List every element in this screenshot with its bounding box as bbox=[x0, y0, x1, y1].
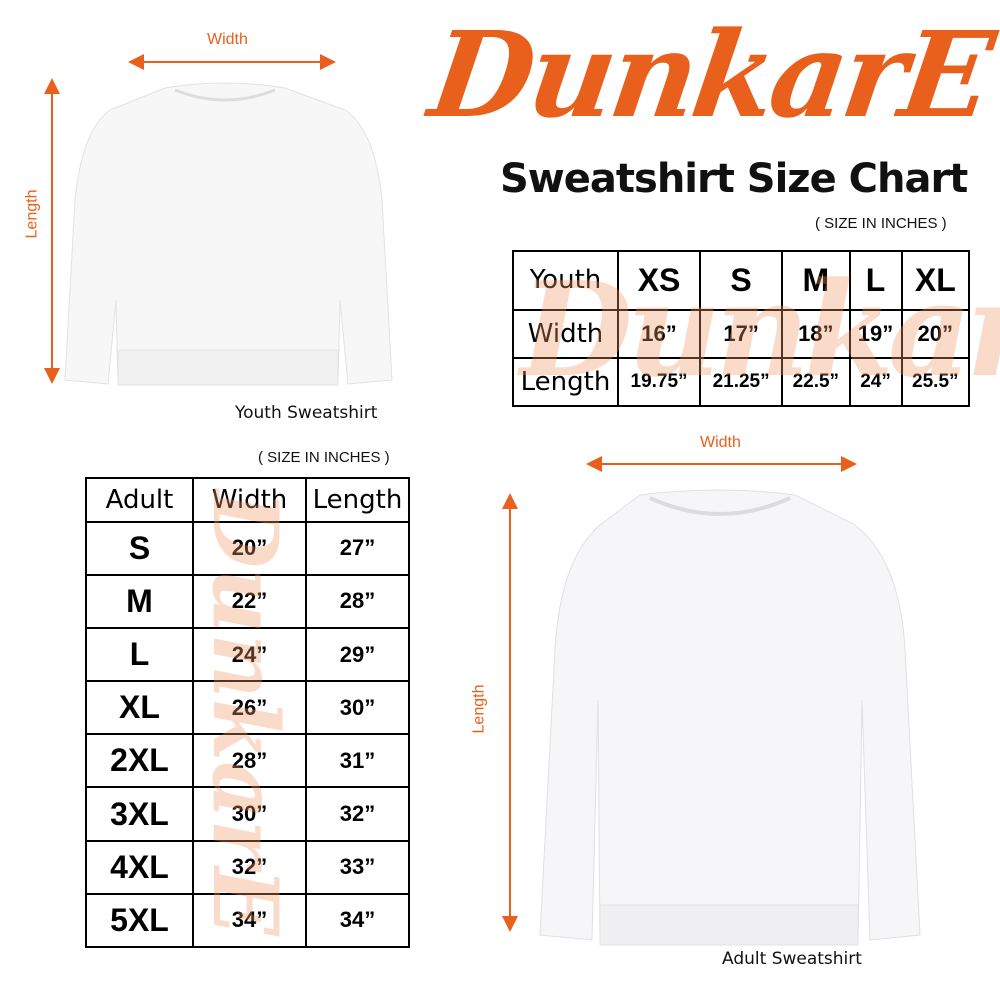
table-cell: 29” bbox=[305, 626, 410, 683]
youth-width-label: Width bbox=[207, 31, 248, 48]
youth-sweatshirt-image bbox=[64, 82, 393, 386]
table-header-cell: M bbox=[781, 250, 851, 311]
table-row: S 20” 27” bbox=[85, 520, 410, 576]
table-cell: 32” bbox=[192, 839, 307, 895]
table-cell: 16” bbox=[616, 308, 702, 359]
table-cell: 22.5” bbox=[781, 356, 851, 408]
table-row: XL 26” 30” bbox=[85, 680, 410, 736]
table-cell: Width bbox=[512, 308, 619, 359]
table-row: L 24” 29” bbox=[85, 626, 410, 683]
table-cell: 26” bbox=[192, 680, 307, 736]
youth-size-note: ( SIZE IN INCHES ) bbox=[815, 215, 947, 232]
table-row: 3XL 30” 32” bbox=[85, 786, 410, 842]
adult-caption: Adult Sweatshirt bbox=[722, 949, 862, 969]
youth-caption: Youth Sweatshirt bbox=[235, 403, 378, 423]
table-cell: 33” bbox=[305, 839, 410, 895]
table-cell: 28” bbox=[192, 733, 307, 789]
table-cell: 2XL bbox=[85, 733, 194, 789]
table-cell: 30” bbox=[192, 786, 307, 842]
table-cell: Length bbox=[512, 356, 619, 408]
adult-width-label: Width bbox=[700, 434, 741, 451]
table-header-cell: Adult bbox=[85, 477, 194, 523]
table-cell: 32” bbox=[305, 786, 410, 842]
adult-size-table: Adult Width Length S 20” 27” M 22” 28” L 24” 29”… bbox=[85, 477, 410, 949]
table-cell: XL bbox=[85, 680, 194, 736]
table-cell: 20” bbox=[192, 520, 307, 576]
table-cell: 34” bbox=[305, 892, 410, 949]
table-cell: 3XL bbox=[85, 786, 194, 842]
table-header-cell: Length bbox=[305, 477, 410, 523]
table-row: Width 16” 17” 18” 19” 20” bbox=[512, 308, 971, 359]
table-cell: 25.5” bbox=[900, 356, 971, 408]
table-cell: 20” bbox=[900, 308, 971, 359]
table-cell: 22” bbox=[192, 573, 307, 629]
youth-length-label: Length bbox=[23, 189, 41, 239]
table-row: 2XL 28” 31” bbox=[85, 733, 410, 789]
table-row: Youth XS S M L XL bbox=[512, 250, 971, 311]
table-cell: 31” bbox=[305, 733, 410, 789]
adult-size-note: ( SIZE IN INCHES ) bbox=[258, 449, 390, 466]
table-cell: 27” bbox=[305, 520, 410, 576]
table-cell: M bbox=[85, 573, 194, 629]
table-header-cell: L bbox=[848, 250, 903, 311]
table-cell: 24” bbox=[192, 626, 307, 683]
youth-size-table: Youth XS S M L XL Width 16” 17” 18” 19” … bbox=[512, 250, 971, 408]
table-header-cell: XS bbox=[616, 250, 702, 311]
table-row: Length 19.75” 21.25” 22.5” 24” 25.5” bbox=[512, 356, 971, 408]
table-cell: 28” bbox=[305, 573, 410, 629]
table-cell: 30” bbox=[305, 680, 410, 736]
table-row: M 22” 28” bbox=[85, 573, 410, 629]
adult-length-label: Length bbox=[470, 684, 488, 734]
table-cell: L bbox=[85, 626, 194, 683]
brand-logo: DunkarE bbox=[422, 5, 998, 144]
table-cell: 17” bbox=[699, 308, 784, 359]
table-header-cell: S bbox=[699, 250, 784, 311]
table-cell: 21.25” bbox=[699, 356, 784, 408]
table-cell: 18” bbox=[781, 308, 851, 359]
table-cell: 19” bbox=[848, 308, 903, 359]
table-row: 4XL 32” 33” bbox=[85, 839, 410, 895]
table-cell: 4XL bbox=[85, 839, 194, 895]
table-header-cell: Youth bbox=[512, 250, 619, 311]
table-cell: 34” bbox=[192, 892, 307, 949]
table-cell: S bbox=[85, 520, 194, 576]
table-cell: 24” bbox=[848, 356, 903, 408]
table-header-cell: Width bbox=[192, 477, 307, 523]
adult-sweatshirt-image bbox=[539, 489, 921, 946]
table-cell: 5XL bbox=[85, 892, 194, 949]
table-header-cell: XL bbox=[900, 250, 971, 311]
page-title: Sweatshirt Size Chart bbox=[500, 156, 968, 202]
table-row: 5XL 34” 34” bbox=[85, 892, 410, 949]
table-row: Adult Width Length bbox=[85, 477, 410, 523]
table-cell: 19.75” bbox=[616, 356, 702, 408]
